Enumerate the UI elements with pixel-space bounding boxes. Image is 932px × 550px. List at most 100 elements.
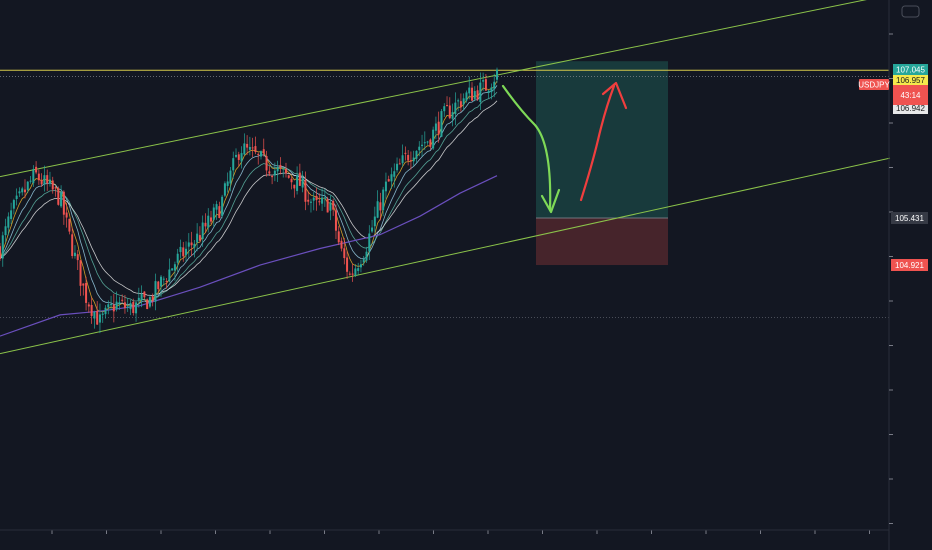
candle-body (451, 112, 454, 119)
candle-body (334, 210, 337, 231)
candle-body (362, 258, 365, 263)
candle-body (473, 91, 476, 99)
candle-body (26, 181, 29, 191)
price-label-behind: 106.942 (896, 104, 925, 113)
candle-body (387, 179, 390, 182)
candle-body (123, 302, 126, 308)
candle-body (493, 81, 496, 89)
candle-body (337, 231, 340, 243)
candle-body (54, 187, 57, 189)
position-zones (536, 61, 668, 266)
candle-body (73, 252, 76, 257)
candle-body (182, 247, 185, 257)
candle-body (268, 171, 271, 174)
price-label-top: 107.045 (896, 66, 925, 75)
candle-body (68, 218, 71, 232)
candle-body (162, 278, 165, 280)
candle-body (401, 155, 404, 164)
candle-body (229, 170, 232, 184)
channel-upper-line[interactable] (0, 0, 880, 178)
candle-body (218, 206, 221, 219)
candle-body (465, 92, 468, 101)
candle-body (140, 293, 143, 301)
chart-settings-button[interactable] (901, 5, 920, 18)
candle-body (454, 102, 457, 115)
candle-body (318, 201, 321, 203)
candle-body (62, 191, 65, 215)
candle-body (384, 181, 387, 192)
down-arrow-head (540, 188, 561, 214)
candle-body (479, 82, 482, 103)
candle-body (112, 304, 115, 312)
candle-body (257, 153, 260, 155)
candle-body (296, 174, 299, 191)
candle-body (132, 301, 135, 313)
entry-price-text: 105.431 (895, 214, 924, 223)
profit-zone[interactable] (536, 61, 668, 218)
moving-average-long (0, 175, 498, 337)
candle-body (21, 188, 24, 193)
candle-body (104, 307, 107, 315)
stop-price-text: 104.921 (895, 261, 924, 270)
up-arrow-line[interactable] (579, 84, 616, 202)
candle-body (468, 87, 471, 94)
candle-body (432, 129, 435, 149)
candle-body (426, 141, 429, 143)
candle-body (198, 235, 201, 241)
candle-body (37, 173, 40, 181)
candle-body (240, 153, 243, 162)
candle-body (429, 139, 432, 147)
loss-zone[interactable] (536, 218, 668, 266)
trend-channel[interactable] (0, 0, 891, 355)
candle-body (373, 216, 376, 227)
drawn-arrows[interactable] (501, 81, 628, 214)
candle-body (201, 222, 204, 240)
candle-body (343, 248, 346, 259)
candle-body (4, 226, 7, 236)
candle-body (82, 283, 85, 286)
candle-body (251, 147, 254, 149)
candle-body (71, 234, 74, 256)
candle-body (287, 175, 290, 178)
candle-body (390, 174, 393, 182)
candle-body (173, 264, 176, 271)
candle-body (279, 164, 282, 168)
candle-body (98, 314, 101, 323)
candle-body (259, 151, 262, 157)
candle-body (423, 142, 426, 144)
candle-body (179, 246, 182, 253)
candle-body (329, 202, 332, 211)
candle-body (298, 172, 301, 186)
candle-body (93, 311, 96, 319)
candle-body (221, 196, 224, 216)
stop-price-label: 104.921 (891, 259, 928, 271)
candle-body (348, 273, 351, 275)
candle-body (226, 181, 229, 186)
candle-body (273, 170, 276, 176)
down-arrow-line[interactable] (501, 84, 552, 212)
candle-body (151, 296, 154, 302)
candle-body (443, 106, 446, 112)
candle-body (237, 154, 240, 160)
candle-body (79, 260, 82, 286)
channel-lower-line[interactable] (0, 157, 891, 355)
candle-body (482, 80, 485, 82)
candle-body (129, 303, 132, 310)
candle-body (143, 291, 146, 298)
candle-body (232, 158, 235, 171)
candle-body (315, 195, 318, 201)
candle-body (415, 150, 418, 159)
candle-body (476, 90, 479, 100)
candle-body (148, 297, 151, 307)
candle-body (301, 178, 304, 188)
candle-body (32, 169, 35, 184)
candle-body (46, 175, 49, 184)
candle-body (379, 202, 382, 211)
candle-body (40, 180, 43, 185)
candle-body (434, 123, 437, 131)
candle-body (165, 281, 168, 283)
candle-body (135, 302, 138, 314)
candle-body (35, 166, 38, 173)
